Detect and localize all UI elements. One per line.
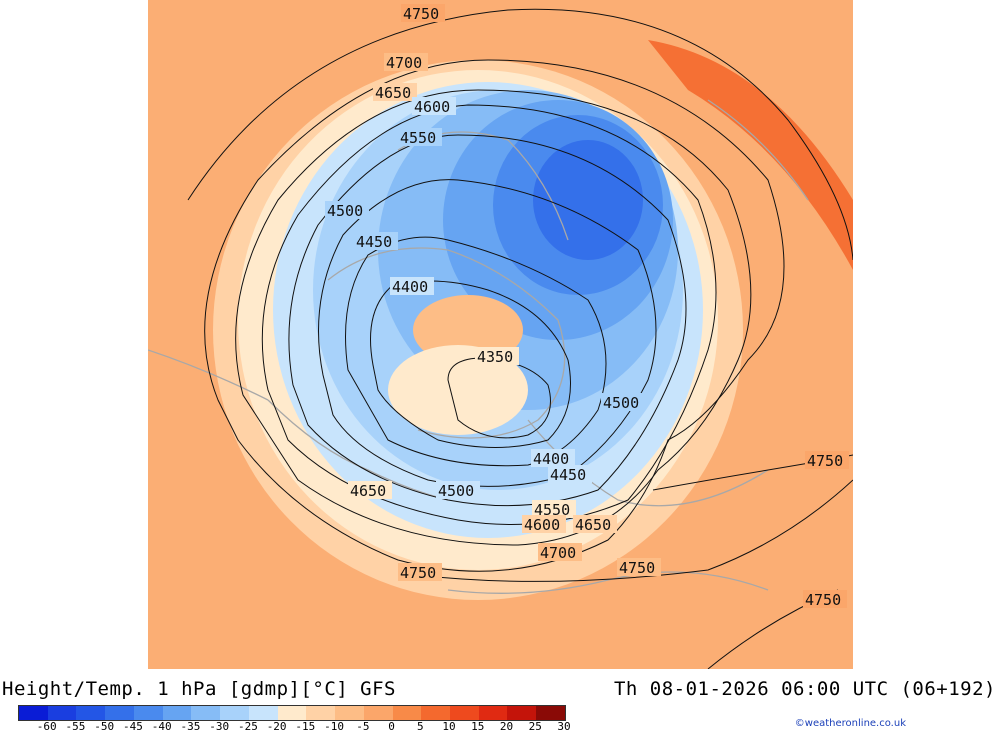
color-scale-bar (18, 705, 566, 721)
color-swatch (248, 706, 278, 720)
color-swatch (450, 706, 479, 720)
color-tick-label: -35 (180, 720, 201, 733)
color-swatch (536, 706, 565, 720)
contour-label: 4500 (438, 482, 474, 500)
color-tick-label: -40 (151, 720, 172, 733)
color-tick-label: -50 (94, 720, 115, 733)
color-swatch (76, 706, 106, 720)
color-swatch (478, 706, 508, 720)
color-swatch (421, 706, 451, 720)
color-swatch (363, 706, 393, 720)
color-tick-label: 0 (388, 720, 395, 733)
color-swatch (335, 706, 364, 720)
color-tick-label: -20 (266, 720, 287, 733)
contour-4550 (288, 134, 687, 507)
color-tick-label: -5 (356, 720, 370, 733)
contour-label: 4750 (619, 559, 655, 577)
color-swatch (191, 706, 221, 720)
contour-label: 4350 (477, 348, 513, 366)
credit-link[interactable]: ©weatheronline.co.uk (794, 718, 906, 729)
contour-4750-north (187, 8, 853, 261)
color-tick-label: -25 (237, 720, 258, 733)
contour-labels: 4750 4700 4650 4600 4550 4500 4450 4400 … (325, 4, 849, 609)
color-swatch (105, 706, 134, 720)
color-tick-label: -60 (36, 720, 57, 733)
color-swatch (277, 706, 307, 720)
color-tick-label: 15 (471, 720, 485, 733)
valid-time: Th 08-01-2026 06:00 UTC (06+192) (613, 678, 996, 700)
color-tick-label: -55 (65, 720, 86, 733)
contour-4650 (235, 89, 752, 546)
contour-label: 4750 (805, 591, 841, 609)
contour-label: 4650 (575, 516, 611, 534)
contour-4350 (447, 357, 551, 439)
color-tick-label: 30 (557, 720, 571, 733)
contour-label: 4750 (807, 452, 843, 470)
color-tick-label: -15 (295, 720, 316, 733)
contour-label: 4650 (375, 84, 411, 102)
color-tick-label: 10 (442, 720, 456, 733)
color-swatch (162, 706, 192, 720)
contour-label: 4500 (327, 202, 363, 220)
color-swatch (220, 706, 249, 720)
color-swatch (47, 706, 77, 720)
contour-label: 4550 (400, 129, 436, 147)
color-swatch (133, 706, 163, 720)
zone-core-cold (533, 140, 643, 260)
contour-label: 4700 (540, 544, 576, 562)
color-tick-label: 5 (417, 720, 424, 733)
contour-label: 4550 (534, 501, 570, 519)
color-tick-label: -45 (123, 720, 143, 733)
contour-4700 (204, 59, 785, 572)
contour-4750-south (417, 479, 853, 582)
contour-4600 (261, 104, 717, 525)
contour-label: 4600 (524, 516, 560, 534)
contour-label: 4400 (533, 450, 569, 468)
contour-label: 4450 (550, 466, 586, 484)
map-title: Height/Temp. 1 hPa [gdmp][°C] GFS (2, 678, 396, 700)
center-light-patch (388, 345, 528, 435)
color-swatch (306, 706, 336, 720)
map-panel: 4750 4700 4650 4600 4550 4500 4450 4400 … (148, 0, 853, 669)
contour-label: 4650 (350, 482, 386, 500)
color-tick-label: 20 (499, 720, 514, 733)
map-svg: 4750 4700 4650 4600 4550 4500 4450 4400 … (148, 0, 853, 669)
color-tick-label: 25 (528, 720, 542, 733)
contour-4450 (345, 236, 607, 467)
contour-label: 4500 (603, 394, 639, 412)
color-tick-label: -10 (324, 720, 345, 733)
contour-label: 4400 (392, 278, 428, 296)
contour-label: 4600 (414, 98, 450, 116)
contour-label: 4450 (356, 233, 392, 251)
contour-label: 4750 (400, 564, 436, 582)
color-swatch (392, 706, 422, 720)
color-swatch (507, 706, 537, 720)
contour-label: 4700 (386, 54, 422, 72)
color-scale-ticks: -60 -55 -50 -45 -40 -35 -30 -25 -20 -15 -10 -5 0 5 10 1… (18, 720, 571, 733)
color-tick-label: -30 (209, 720, 230, 733)
contour-label: 4750 (403, 5, 439, 23)
color-swatch (19, 706, 48, 720)
